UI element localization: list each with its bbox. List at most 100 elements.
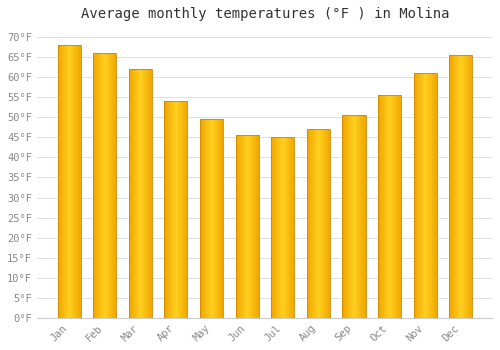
Bar	[465, 55, 466, 318]
Bar	[167, 101, 168, 318]
Bar	[112, 53, 113, 318]
Bar	[164, 101, 165, 318]
Bar	[383, 95, 384, 318]
Bar	[271, 137, 294, 318]
Bar	[352, 115, 353, 318]
Bar	[101, 53, 102, 318]
Bar	[460, 55, 462, 318]
Bar	[449, 55, 450, 318]
Bar	[310, 130, 311, 318]
Bar	[390, 95, 392, 318]
Bar	[311, 130, 312, 318]
Bar	[97, 53, 98, 318]
Bar	[381, 95, 382, 318]
Bar	[344, 115, 346, 318]
Bar	[132, 69, 133, 318]
Bar	[201, 119, 202, 318]
Bar	[399, 95, 400, 318]
Bar	[271, 137, 272, 318]
Bar	[79, 45, 80, 318]
Bar	[362, 115, 363, 318]
Bar	[317, 130, 318, 318]
Bar	[128, 69, 152, 318]
Bar	[307, 130, 330, 318]
Bar	[209, 119, 210, 318]
Bar	[252, 135, 253, 318]
Bar	[380, 95, 381, 318]
Bar	[462, 55, 463, 318]
Bar	[427, 73, 428, 318]
Bar	[421, 73, 422, 318]
Bar	[454, 55, 455, 318]
Bar	[178, 101, 179, 318]
Bar	[327, 130, 328, 318]
Bar	[100, 53, 101, 318]
Bar	[385, 95, 386, 318]
Bar	[277, 137, 278, 318]
Bar	[316, 130, 317, 318]
Bar	[70, 45, 71, 318]
Bar	[364, 115, 365, 318]
Bar	[130, 69, 131, 318]
Bar	[433, 73, 434, 318]
Bar	[416, 73, 417, 318]
Bar	[276, 137, 277, 318]
Bar	[95, 53, 96, 318]
Bar	[309, 130, 310, 318]
Bar	[175, 101, 176, 318]
Bar	[394, 95, 396, 318]
Bar	[353, 115, 354, 318]
Bar	[128, 69, 130, 318]
Bar	[236, 135, 238, 318]
Bar	[187, 101, 188, 318]
Bar	[169, 101, 170, 318]
Bar	[363, 115, 364, 318]
Bar	[246, 135, 247, 318]
Bar	[62, 45, 63, 318]
Bar	[98, 53, 99, 318]
Bar	[68, 45, 69, 318]
Bar	[422, 73, 423, 318]
Bar	[249, 135, 250, 318]
Bar	[468, 55, 469, 318]
Bar	[148, 69, 149, 318]
Bar	[135, 69, 136, 318]
Bar	[459, 55, 460, 318]
Bar	[71, 45, 72, 318]
Bar	[242, 135, 243, 318]
Bar	[275, 137, 276, 318]
Bar	[179, 101, 180, 318]
Bar	[221, 119, 222, 318]
Bar	[174, 101, 175, 318]
Bar	[417, 73, 418, 318]
Bar	[378, 95, 379, 318]
Bar	[431, 73, 432, 318]
Bar	[430, 73, 431, 318]
Bar	[77, 45, 78, 318]
Bar	[94, 53, 95, 318]
Bar	[272, 137, 273, 318]
Bar	[382, 95, 383, 318]
Bar	[420, 73, 421, 318]
Bar	[354, 115, 355, 318]
Bar	[177, 101, 178, 318]
Bar	[419, 73, 420, 318]
Bar	[414, 73, 416, 318]
Bar	[108, 53, 109, 318]
Bar	[398, 95, 399, 318]
Bar	[342, 115, 343, 318]
Bar	[131, 69, 132, 318]
Bar	[393, 95, 394, 318]
Bar	[257, 135, 258, 318]
Bar	[365, 115, 366, 318]
Bar	[99, 53, 100, 318]
Bar	[164, 101, 188, 318]
Bar	[165, 101, 166, 318]
Bar	[73, 45, 74, 318]
Bar	[78, 45, 79, 318]
Bar	[423, 73, 424, 318]
Bar	[328, 130, 330, 318]
Bar	[348, 115, 350, 318]
Bar	[414, 73, 436, 318]
Title: Average monthly temperatures (°F ) in Molina: Average monthly temperatures (°F ) in Mo…	[80, 7, 449, 21]
